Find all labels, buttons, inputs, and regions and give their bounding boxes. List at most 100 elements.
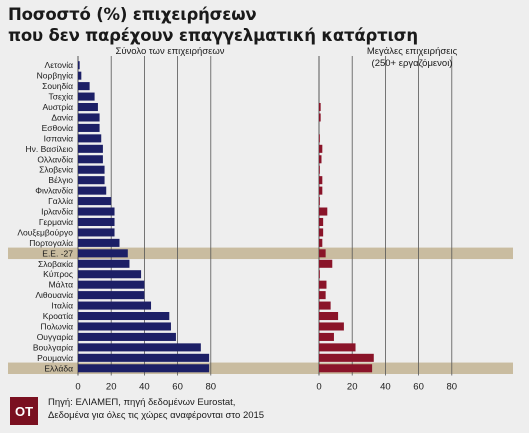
bar-total-8 <box>78 144 103 153</box>
bar-total-7 <box>78 134 102 143</box>
x-tick-label-total-0: 0 <box>75 382 80 393</box>
bar-total-24 <box>78 312 170 321</box>
category-label: Σλοβενία <box>39 165 73 175</box>
bar-total-12 <box>78 186 107 195</box>
category-label: Γερμανία <box>39 217 73 227</box>
panel-title-large: Μεγάλες επιχειρήσεις <box>367 46 458 57</box>
bar-large-22 <box>319 291 326 300</box>
category-label: Ισπανία <box>44 133 73 143</box>
bar-total-14 <box>78 207 115 216</box>
bar-total-5 <box>78 113 100 122</box>
footer: ΟΤ Πηγή: ΕΛΙΑΜΕΠ, πηγή δεδομένων Eurosta… <box>10 397 520 431</box>
category-label: Ρουμανία <box>37 353 73 363</box>
category-label: Λετονία <box>45 60 74 70</box>
bar-total-27 <box>78 343 201 352</box>
source-line-2: Δεδομένα για όλες τις χώρες αναφέρονται … <box>48 409 265 421</box>
x-tick-label-total-80: 80 <box>206 382 217 393</box>
category-label: Βέλγιο <box>48 175 73 185</box>
bar-large-24 <box>319 312 339 321</box>
bar-total-25 <box>78 322 171 331</box>
bar-total-20 <box>78 270 142 279</box>
x-tick-label-large-40: 40 <box>380 382 391 393</box>
bar-total-1 <box>78 71 82 80</box>
bar-large-27 <box>319 343 356 352</box>
category-label: Φινλανδία <box>35 186 73 196</box>
bar-total-10 <box>78 165 105 174</box>
bar-total-19 <box>78 259 130 268</box>
bar-total-13 <box>78 197 112 206</box>
bar-large-14 <box>319 207 328 216</box>
category-label: Ε.Ε. -27 <box>42 248 73 258</box>
bar-total-17 <box>78 238 120 247</box>
category-label: Ελλάδα <box>44 363 73 373</box>
bar-total-16 <box>78 228 115 237</box>
x-tick-label-large-60: 60 <box>413 382 424 393</box>
category-label: Γαλλία <box>48 196 73 206</box>
x-tick-label-total-20: 20 <box>106 382 117 393</box>
x-tick-label-large-20: 20 <box>347 382 358 393</box>
highlight-band-ε-ε-27 <box>8 247 513 260</box>
bar-large-10 <box>319 165 320 174</box>
highlight-band-ελλάδα <box>8 362 513 374</box>
bar-large-23 <box>319 301 331 310</box>
bar-large-28 <box>319 353 374 362</box>
bar-large-7 <box>319 134 320 143</box>
panel-subtitle-large: (250+ εργαζόμενοι) <box>372 58 453 69</box>
category-label: Ιρλανδία <box>41 207 73 217</box>
x-tick-label-total-60: 60 <box>172 382 183 393</box>
bar-total-21 <box>78 280 145 289</box>
bar-large-25 <box>319 322 344 331</box>
category-label: Ολλανδία <box>37 154 73 164</box>
bar-large-4 <box>319 103 321 112</box>
source-line-1: Πηγή: ΕΛΙΑΜΕΠ, πηγή δεδομένων Eurostat, <box>48 397 236 408</box>
panel-title-total: Σύνολο των επιχειρήσεων <box>115 46 224 57</box>
category-label: Πορτογαλία <box>29 238 73 248</box>
category-label: Ιταλία <box>51 301 73 311</box>
publisher-logo: ΟΤ <box>10 397 38 425</box>
category-label: Εσθονία <box>42 123 74 133</box>
bar-total-29 <box>78 364 210 373</box>
title-line-2: που δεν παρέχουν επαγγελματική κατάρτιση <box>8 26 418 45</box>
category-label: Αυστρία <box>42 102 73 112</box>
x-tick-label-large-0: 0 <box>316 382 321 393</box>
bar-total-0 <box>78 61 80 70</box>
bar-large-11 <box>319 176 323 185</box>
bar-large-13 <box>319 197 320 206</box>
category-label: Δανία <box>51 112 73 122</box>
bar-total-23 <box>78 301 152 310</box>
bar-large-12 <box>319 186 323 195</box>
category-label: Λουξεμβούργο <box>17 227 73 237</box>
bar-total-28 <box>78 353 210 362</box>
bar-total-15 <box>78 217 115 226</box>
category-label: Νορβηγία <box>37 71 73 81</box>
category-label: Μάλτα <box>49 280 73 290</box>
bar-total-2 <box>78 82 90 91</box>
bar-total-4 <box>78 103 98 112</box>
category-label: Σουηδία <box>42 81 73 91</box>
category-label: Λιθουανία <box>35 290 73 300</box>
bar-large-20 <box>319 270 320 279</box>
bar-total-18 <box>78 249 128 258</box>
bar-large-18 <box>319 249 326 258</box>
x-tick-label-total-40: 40 <box>139 382 150 393</box>
x-tick-label-large-80: 80 <box>447 382 458 393</box>
bar-total-6 <box>78 123 100 132</box>
bar-large-15 <box>319 217 324 226</box>
bar-total-9 <box>78 155 103 164</box>
title-line-1: Ποσοστό (%) επιχειρήσεων <box>8 5 257 24</box>
category-label: Κροατία <box>43 311 73 321</box>
bar-large-21 <box>319 280 327 289</box>
bar-large-19 <box>319 259 333 268</box>
bar-large-26 <box>319 332 334 341</box>
bar-total-22 <box>78 291 145 300</box>
source-note: Πηγή: ΕΛΙΑΜΕΠ, πηγή δεδομένων Eurostat, … <box>48 397 264 422</box>
chart-title: Ποσοστό (%) επιχειρήσεων που δεν παρέχου… <box>8 4 523 46</box>
bar-large-16 <box>319 228 324 237</box>
bar-total-11 <box>78 176 105 185</box>
category-label: Ην. Βασίλειο <box>26 144 74 154</box>
bar-large-5 <box>319 113 321 122</box>
bar-large-8 <box>319 144 323 153</box>
category-label: Ουγγαρία <box>37 332 73 342</box>
bar-large-17 <box>319 238 323 247</box>
